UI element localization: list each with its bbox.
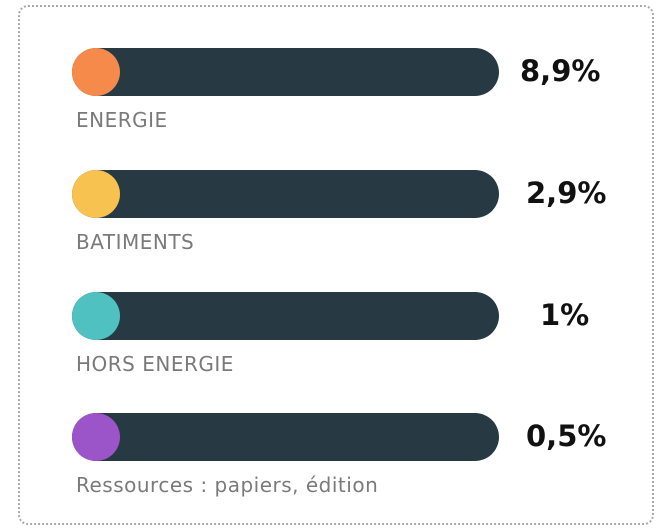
card xyxy=(18,5,654,525)
item-value: 0,5% xyxy=(526,419,607,453)
item-value: 1% xyxy=(540,298,590,332)
item-label: ENERGIE xyxy=(76,108,168,132)
item-value: 8,9% xyxy=(520,54,601,88)
color-dot xyxy=(72,170,120,218)
progress-bar xyxy=(72,170,499,218)
color-dot xyxy=(72,413,120,461)
progress-bar xyxy=(72,48,499,96)
progress-bar xyxy=(72,292,499,340)
color-dot xyxy=(72,48,120,96)
item-value: 2,9% xyxy=(526,176,607,210)
item-label: BATIMENTS xyxy=(76,230,195,254)
item-label: Ressources : papiers, édition xyxy=(76,473,379,497)
progress-bar xyxy=(72,413,499,461)
item-label: HORS ENERGIE xyxy=(76,352,234,376)
color-dot xyxy=(72,292,120,340)
